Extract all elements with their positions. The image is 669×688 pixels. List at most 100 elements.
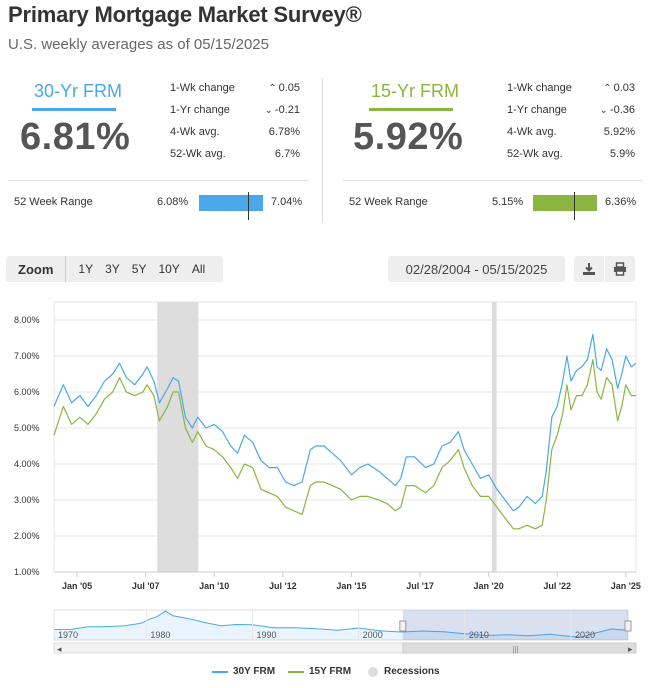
zoom-label: Zoom bbox=[6, 256, 67, 282]
stat-value: 6.7% bbox=[274, 148, 300, 160]
navigator-area-fill bbox=[54, 611, 628, 640]
range-row-30yr: 52 Week Range 6.08% 7.04% bbox=[14, 190, 304, 220]
stat-name: 4-Wk avg. bbox=[170, 126, 220, 138]
navigator-tick-label: 2010 bbox=[469, 630, 489, 640]
x-tick-label: Jan '25 bbox=[611, 581, 641, 591]
range-row-15yr: 52 Week Range 5.15% 6.36% bbox=[349, 190, 639, 220]
range-current-marker bbox=[573, 192, 575, 220]
x-tick-label: Jan '20 bbox=[474, 581, 504, 591]
print-icon bbox=[614, 262, 626, 276]
range-low: 6.08% bbox=[157, 196, 189, 208]
legend-label: 15Y FRM bbox=[309, 666, 352, 677]
navigator-line bbox=[53, 610, 629, 638]
divider bbox=[8, 180, 308, 181]
x-tick-label: Jul '12 bbox=[269, 581, 297, 591]
navigator-handle-right bbox=[624, 620, 632, 632]
x-tick-label: Jan '10 bbox=[199, 581, 229, 591]
x-tick-label: Jul '22 bbox=[543, 581, 571, 591]
stat-name: 52-Wk avg. bbox=[507, 148, 563, 160]
legend-swatch bbox=[212, 670, 228, 673]
rate-label-30yr: 30-Yr FRM bbox=[34, 81, 123, 101]
navigator-tick-label: 1970 bbox=[58, 630, 78, 640]
stat-name: 1-Wk change bbox=[507, 82, 572, 94]
navigator-tick-label: 1990 bbox=[257, 630, 277, 640]
stat-name: 1-Wk change bbox=[170, 82, 235, 94]
y-tick-label: 6.00% bbox=[14, 387, 40, 397]
x-tick-label: Jul '07 bbox=[132, 581, 160, 591]
x-tick-label: Jul '17 bbox=[406, 581, 434, 591]
recession-band bbox=[157, 302, 199, 572]
x-tick-label: Jan '15 bbox=[336, 581, 366, 591]
y-tick-label: 2.00% bbox=[14, 531, 40, 541]
rate-value-30yr: 6.81% bbox=[20, 116, 131, 158]
series-line-30y-frm bbox=[53, 333, 637, 512]
recession-band bbox=[491, 302, 497, 572]
stat-value: ⌄ -0.21 bbox=[264, 104, 300, 116]
stat-value: ⌃ 0.05 bbox=[268, 82, 300, 94]
rate-value-15yr: 5.92% bbox=[353, 116, 464, 158]
y-tick-label: 5.00% bbox=[14, 423, 40, 433]
stat-value: 5.9% bbox=[609, 148, 635, 160]
stat-value: 5.92% bbox=[603, 126, 635, 138]
legend-item-30y[interactable]: 30Y FRM bbox=[212, 666, 275, 677]
rate-label-15yr: 15-Yr FRM bbox=[371, 81, 460, 101]
stat-name: 1-Yr change bbox=[507, 104, 567, 116]
range-label: 52 Week Range bbox=[349, 196, 428, 208]
range-high: 7.04% bbox=[271, 196, 303, 208]
date-range-input[interactable]: 02/28/2004 - 05/15/2025 bbox=[388, 256, 565, 282]
chevron-up-icon: ⌃ bbox=[268, 83, 277, 94]
navigator-handle-left bbox=[399, 620, 407, 632]
range-high: 6.36% bbox=[605, 196, 637, 208]
y-tick-label: 3.00% bbox=[14, 495, 40, 505]
rate-underline-15yr bbox=[369, 108, 453, 111]
zoom-bar: Zoom 1Y 3Y 5Y 10Y All bbox=[6, 256, 224, 282]
chevron-down-icon: ⌄ bbox=[599, 105, 608, 116]
chevron-up-icon: ⌃ bbox=[603, 83, 612, 94]
scroll-right-icon: ▸ bbox=[628, 644, 633, 654]
zoom-1y-button[interactable]: 1Y bbox=[78, 262, 94, 276]
range-current-marker bbox=[247, 192, 249, 220]
rate-panel-15yr: 15-Yr FRM 5.92% 1-Wk change ⌃ 0.03 1-Yr c… bbox=[343, 78, 643, 228]
legend-label: Recessions bbox=[384, 666, 440, 677]
zoom-3y-button[interactable]: 3Y bbox=[105, 262, 120, 276]
stat-name: 52-Wk avg. bbox=[170, 148, 226, 160]
download-button[interactable] bbox=[574, 256, 604, 282]
legend-swatch bbox=[288, 670, 304, 673]
y-tick-label: 7.00% bbox=[14, 351, 40, 361]
y-tick-label: 1.00% bbox=[14, 567, 40, 577]
legend-swatch bbox=[368, 666, 378, 677]
rate-underline-30yr bbox=[32, 108, 116, 111]
plot-area bbox=[53, 301, 637, 573]
y-tick-label: 8.00% bbox=[14, 315, 40, 325]
zoom-10y-button[interactable]: 10Y bbox=[158, 262, 180, 276]
legend-label: 30Y FRM bbox=[233, 666, 276, 677]
divider bbox=[322, 78, 323, 223]
print-button[interactable] bbox=[605, 256, 635, 282]
zoom-all-button[interactable]: All bbox=[191, 262, 206, 276]
series-line-15y-frm bbox=[53, 359, 636, 530]
page-title: Primary Mortgage Market Survey® bbox=[8, 2, 362, 27]
stat-value: ⌄ -0.36 bbox=[599, 104, 635, 116]
scroll-grip-icon: ||| bbox=[512, 645, 518, 654]
navigator-tick-label: 2000 bbox=[363, 630, 383, 640]
divider bbox=[343, 180, 643, 181]
navigator-tick-label: 1980 bbox=[150, 630, 170, 640]
range-bar-30yr bbox=[199, 192, 263, 220]
stat-name: 1-Yr change bbox=[170, 104, 230, 116]
stat-value: ⌃ 0.03 bbox=[603, 82, 635, 94]
legend-item-recessions[interactable]: Recessions bbox=[368, 666, 440, 677]
page-subtitle: U.S. weekly averages as of 05/15/2025 bbox=[8, 36, 269, 53]
range-bar-15yr bbox=[533, 192, 597, 220]
scroll-left-icon: ◂ bbox=[57, 644, 62, 654]
zoom-5y-button[interactable]: 5Y bbox=[131, 262, 147, 276]
navigator-selection bbox=[402, 610, 628, 640]
stat-value: 6.78% bbox=[268, 126, 300, 138]
navigator-tick-label: 2020 bbox=[575, 630, 595, 640]
navigator[interactable]: 1970 1980 1990 2000 2010 2020 ◂ ▸ ||| bbox=[0, 608, 669, 658]
scrollbar-thumb bbox=[402, 642, 637, 654]
stat-name: 4-Wk avg. bbox=[507, 126, 557, 138]
rate-panel-30yr: 30-Yr FRM 6.81% 1-Wk change ⌃ 0.05 1-Yr c… bbox=[8, 78, 308, 228]
legend-item-15y[interactable]: 15Y FRM bbox=[288, 666, 351, 677]
x-tick-label: Jan '05 bbox=[62, 581, 92, 591]
main-chart[interactable]: 1.00% 2.00% 3.00% 4.00% 5.00% 6.00% 7.00% 8.00%… bbox=[0, 296, 669, 606]
